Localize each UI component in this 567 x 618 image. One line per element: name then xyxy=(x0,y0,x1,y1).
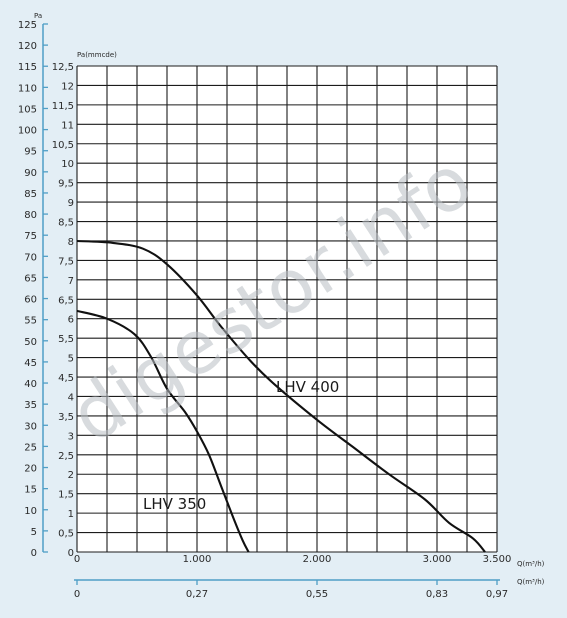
y-outer-tick-label: 65 xyxy=(24,273,37,284)
y-inner-tick-label: 2 xyxy=(68,470,74,481)
y-inner-tick-label: 10 xyxy=(61,159,74,170)
y-outer-tick-label: 125 xyxy=(18,20,37,31)
y-outer-tick-label: 95 xyxy=(24,147,37,158)
y-outer-tick-label: 80 xyxy=(24,210,37,221)
y-inner-tick-label: 1,5 xyxy=(58,490,74,501)
y-outer-tick-label: 55 xyxy=(24,316,37,327)
x-secondary-axis-label: Q(m³/h) xyxy=(517,578,545,586)
x-tick-label: 3.000 xyxy=(423,554,452,565)
y-outer-tick-label: 10 xyxy=(24,506,37,517)
y-inner-axis-label: Pa(mmcde) xyxy=(77,51,117,59)
y-inner-tick-label: 5,5 xyxy=(58,334,74,345)
x-tick-label: 0 xyxy=(74,554,80,565)
y-inner-tick-label: 4 xyxy=(68,392,74,403)
y-outer-tick-label: 85 xyxy=(24,189,37,200)
y-inner-tick-label: 3,5 xyxy=(58,412,74,423)
y-inner-tick-label: 7,5 xyxy=(58,256,74,267)
y-outer-tick-label: 15 xyxy=(24,485,37,496)
y-inner-tick-label: 3 xyxy=(68,431,74,442)
y-inner-tick-label: 7 xyxy=(68,276,74,287)
y-outer-tick-label: 100 xyxy=(18,126,37,137)
y-inner-tick-label: 9,5 xyxy=(58,179,74,190)
y-outer-tick-label: 35 xyxy=(24,400,37,411)
x-axis-label: Q(m³/h) xyxy=(517,560,545,568)
axes-layer xyxy=(42,23,500,585)
y-outer-tick-label: 40 xyxy=(24,379,37,390)
x-secondary-tick-label: 0 xyxy=(74,589,80,600)
y-outer-tick-label: 20 xyxy=(24,464,37,475)
y-inner-tick-label: 4,5 xyxy=(58,373,74,384)
series-line-lhv-350 xyxy=(76,309,250,553)
series-line-lhv-400 xyxy=(76,239,486,553)
y-outer-tick-label: 105 xyxy=(18,104,37,115)
y-inner-tick-label: 5 xyxy=(68,354,74,365)
x-secondary-tick-label: 0,97 xyxy=(486,589,508,600)
y-outer-tick-label: 45 xyxy=(24,358,37,369)
x-secondary-tick-label: 0,27 xyxy=(186,589,208,600)
y-inner-tick-label: 12 xyxy=(61,81,74,92)
y-outer-tick-label: 120 xyxy=(18,41,37,52)
y-inner-tick-label: 1 xyxy=(68,509,74,520)
y-outer-tick-label: 30 xyxy=(24,421,37,432)
x-secondary-tick-label: 0,55 xyxy=(306,589,328,600)
y-inner-tick-label: 10,5 xyxy=(52,140,74,151)
y-inner-tick-label: 9 xyxy=(68,198,74,209)
y-outer-tick-label: 5 xyxy=(31,527,37,538)
series-label-lhv-400: LHV 400 xyxy=(276,378,339,396)
x-tick-label: 3.500 xyxy=(483,554,512,565)
grid-layer xyxy=(76,65,498,553)
y-outer-tick-label: 115 xyxy=(18,62,37,73)
y-inner-tick-label: 0,5 xyxy=(58,529,74,540)
x-tick-label: 1.000 xyxy=(183,554,212,565)
x-secondary-tick-label: 0,83 xyxy=(426,589,448,600)
series-layer xyxy=(76,239,486,553)
x-tick-label: 2.000 xyxy=(303,554,332,565)
y-outer-tick-label: 60 xyxy=(24,295,37,306)
y-outer-tick-label: 25 xyxy=(24,442,37,453)
y-outer-tick-label: 110 xyxy=(18,83,37,94)
y-inner-tick-label: 12,5 xyxy=(52,62,74,73)
y-outer-tick-label: 50 xyxy=(24,337,37,348)
series-label-lhv-350: LHV 350 xyxy=(143,495,206,513)
y-inner-tick-label: 8,5 xyxy=(58,218,74,229)
y-inner-tick-label: 6 xyxy=(68,315,74,326)
y-inner-tick-label: 8 xyxy=(68,237,74,248)
y-outer-tick-label: 75 xyxy=(24,231,37,242)
y-inner-tick-label: 11,5 xyxy=(52,101,74,112)
y-outer-tick-label: 70 xyxy=(24,252,37,263)
y-outer-axis-label: Pa xyxy=(34,12,42,20)
y-inner-tick-label: 11 xyxy=(61,120,74,131)
y-outer-tick-label: 90 xyxy=(24,168,37,179)
y-inner-tick-label: 2,5 xyxy=(58,451,74,462)
y-outer-tick-label: 0 xyxy=(31,548,37,559)
y-inner-tick-label: 0 xyxy=(68,548,74,559)
y-inner-tick-label: 6,5 xyxy=(58,295,74,306)
